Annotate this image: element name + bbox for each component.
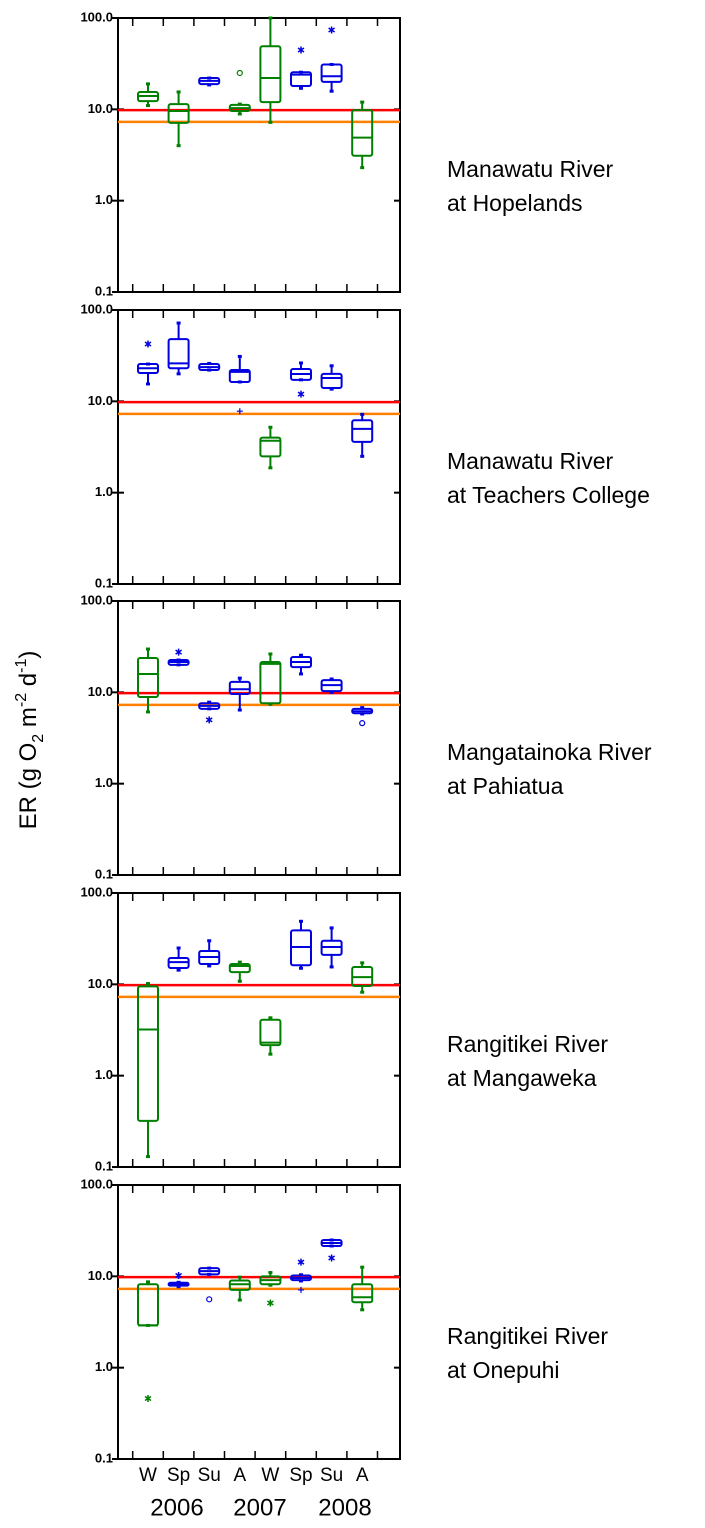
outlier bbox=[328, 26, 336, 34]
panel-title: at Teachers College bbox=[447, 482, 650, 508]
box bbox=[167, 338, 190, 370]
y-axis-label: ER (g O2 m-2 d-1) bbox=[13, 651, 47, 830]
x-tick-label: Su bbox=[320, 1465, 343, 1486]
box bbox=[320, 63, 343, 83]
year-label: 2007 bbox=[233, 1494, 286, 1521]
box bbox=[167, 103, 190, 124]
box bbox=[320, 372, 343, 389]
plot-frame bbox=[117, 1184, 401, 1460]
panel-title: Rangitikei River bbox=[447, 1031, 608, 1057]
y-tick-label: 10.0 bbox=[88, 1268, 113, 1283]
plot-frame bbox=[117, 892, 401, 1168]
plot-frame bbox=[117, 17, 401, 293]
outlier bbox=[297, 390, 305, 398]
panel-title: Mangatainoka River bbox=[447, 739, 652, 765]
outlier bbox=[297, 1258, 305, 1266]
box bbox=[290, 71, 312, 88]
y-axis-label-part: d bbox=[15, 673, 42, 693]
box bbox=[351, 1283, 374, 1304]
outlier bbox=[205, 716, 213, 724]
box bbox=[228, 680, 251, 695]
y-axis-label-part: ER (g O bbox=[15, 743, 42, 830]
box bbox=[259, 1018, 282, 1047]
panel-title: Manawatu River bbox=[447, 448, 614, 474]
outlier bbox=[175, 1272, 183, 1280]
box bbox=[137, 985, 159, 1122]
outlier bbox=[298, 1286, 304, 1293]
panel-title: at Hopelands bbox=[447, 190, 583, 216]
outlier bbox=[144, 1394, 152, 1402]
x-tick-label: A bbox=[233, 1465, 246, 1486]
y-tick-label: 0.1 bbox=[95, 283, 113, 298]
y-axis-label-part: 2 bbox=[30, 734, 47, 743]
x-tick-label: W bbox=[261, 1465, 279, 1486]
y-tick-label: 100.0 bbox=[80, 301, 113, 316]
box bbox=[228, 369, 251, 383]
outlier bbox=[297, 46, 305, 54]
y-tick-label: 10.0 bbox=[88, 101, 113, 116]
outlier bbox=[359, 720, 366, 727]
y-tick-label: 0.1 bbox=[95, 1158, 113, 1173]
y-tick-label: 1.0 bbox=[95, 1359, 113, 1374]
panel-title: at Pahiatua bbox=[447, 773, 564, 799]
y-tick-label: 10.0 bbox=[88, 393, 113, 408]
outlier bbox=[236, 69, 243, 77]
y-axis-label-part: ) bbox=[15, 651, 42, 659]
y-axis-label-part: m bbox=[15, 707, 42, 734]
y-tick-label: 100.0 bbox=[80, 884, 113, 899]
box bbox=[259, 660, 282, 705]
y-tick-label: 0.1 bbox=[95, 866, 113, 881]
x-tick-label: Sp bbox=[289, 1465, 312, 1486]
box bbox=[351, 419, 374, 443]
x-tick-label: Su bbox=[198, 1465, 221, 1486]
panel-title: Manawatu River bbox=[447, 156, 614, 182]
plot-frame bbox=[117, 600, 401, 876]
box bbox=[259, 45, 282, 104]
y-tick-label: 1.0 bbox=[95, 484, 113, 499]
panel-title: at Mangaweka bbox=[447, 1065, 597, 1091]
box bbox=[228, 1279, 251, 1291]
x-tick-label: A bbox=[356, 1465, 369, 1486]
outlier bbox=[144, 340, 152, 348]
year-label: 2006 bbox=[150, 1494, 203, 1521]
outlier bbox=[206, 1296, 213, 1303]
box bbox=[259, 436, 282, 458]
y-tick-label: 1.0 bbox=[95, 775, 113, 790]
y-tick-label: 0.1 bbox=[95, 1450, 113, 1465]
panel-title: Rangitikei River bbox=[447, 1323, 608, 1349]
y-tick-label: 10.0 bbox=[88, 684, 113, 699]
plot-frame bbox=[117, 309, 401, 585]
y-axis-label-part: -1 bbox=[13, 659, 30, 673]
y-axis-label-part: -2 bbox=[13, 693, 30, 707]
outlier bbox=[328, 1254, 336, 1262]
y-tick-label: 10.0 bbox=[88, 976, 113, 991]
year-label: 2008 bbox=[318, 1494, 371, 1521]
y-tick-label: 1.0 bbox=[95, 192, 113, 207]
y-tick-label: 100.0 bbox=[80, 592, 113, 607]
outlier bbox=[236, 408, 243, 415]
y-tick-label: 100.0 bbox=[80, 9, 113, 24]
x-tick-label: W bbox=[139, 1465, 157, 1486]
outlier bbox=[266, 1299, 274, 1307]
x-tick-label: Sp bbox=[167, 1465, 190, 1486]
box bbox=[228, 962, 251, 974]
box bbox=[351, 109, 374, 157]
outlier bbox=[175, 648, 183, 656]
box bbox=[137, 1283, 159, 1327]
y-tick-label: 100.0 bbox=[80, 1176, 113, 1191]
box bbox=[137, 656, 159, 698]
y-tick-label: 1.0 bbox=[95, 1067, 113, 1082]
y-tick-label: 0.1 bbox=[95, 575, 113, 590]
panel-title: at Onepuhi bbox=[447, 1357, 560, 1383]
